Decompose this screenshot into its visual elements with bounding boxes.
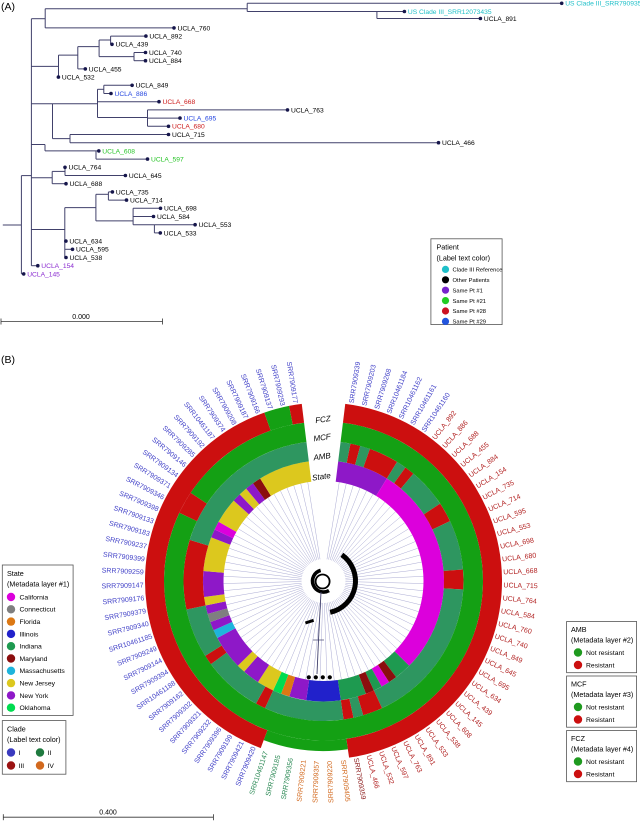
svg-text:Maryland: Maryland xyxy=(20,656,48,663)
svg-text:UCLA_764: UCLA_764 xyxy=(69,165,102,172)
svg-text:UCLA_764: UCLA_764 xyxy=(502,595,537,605)
svg-text:SRR7909405: SRR7909405 xyxy=(339,760,350,803)
svg-text:Oklahoma: Oklahoma xyxy=(20,705,51,712)
svg-text:UCLA_735: UCLA_735 xyxy=(116,189,149,196)
svg-text:(Metadata layer #3): (Metadata layer #3) xyxy=(571,690,633,699)
svg-text:SRR7909357: SRR7909357 xyxy=(312,761,321,803)
svg-text:(Metadata layer #1): (Metadata layer #1) xyxy=(7,580,69,589)
svg-text:UCLA_698: UCLA_698 xyxy=(164,206,197,213)
svg-text:UCLA_688: UCLA_688 xyxy=(70,181,103,188)
svg-text:MCF: MCF xyxy=(313,432,333,443)
svg-text:UCLA_884: UCLA_884 xyxy=(149,58,182,65)
svg-text:0.400: 0.400 xyxy=(99,810,117,817)
svg-text:UCLA_695: UCLA_695 xyxy=(184,116,217,123)
svg-text:Indiana: Indiana xyxy=(20,644,43,651)
svg-text:FCZ: FCZ xyxy=(315,414,333,425)
svg-text:0.000: 0.000 xyxy=(72,314,90,321)
svg-text:UCLA_145: UCLA_145 xyxy=(27,271,60,278)
svg-text:(A): (A) xyxy=(1,1,15,13)
svg-text:FCZ: FCZ xyxy=(571,734,586,743)
svg-text:Resistant: Resistant xyxy=(586,717,614,724)
svg-text:UCLA_597: UCLA_597 xyxy=(151,157,184,164)
svg-text:UCLA_532: UCLA_532 xyxy=(62,75,95,82)
svg-text:UCLA_466: UCLA_466 xyxy=(442,140,475,147)
svg-text:SRR7909259: SRR7909259 xyxy=(102,567,144,576)
svg-text:Same Pt #1: Same Pt #1 xyxy=(453,288,483,294)
svg-text:UCLA_645: UCLA_645 xyxy=(129,173,162,180)
svg-text:UCLA_668: UCLA_668 xyxy=(163,99,196,106)
svg-text:UCLA_680: UCLA_680 xyxy=(172,124,205,131)
svg-text:Florida: Florida xyxy=(20,619,41,626)
svg-text:I: I xyxy=(19,750,21,757)
svg-text:Illinois: Illinois xyxy=(20,631,39,638)
svg-text:UCLA_763: UCLA_763 xyxy=(291,107,324,114)
svg-text:MCF: MCF xyxy=(571,680,587,689)
svg-text:UCLA_154: UCLA_154 xyxy=(41,263,74,270)
svg-text:(Metadata layer #4): (Metadata layer #4) xyxy=(571,745,633,754)
svg-text:New Jersey: New Jersey xyxy=(20,681,56,688)
svg-text:Resistant: Resistant xyxy=(586,662,614,669)
svg-text:US Clade III_SRR12073435: US Clade III_SRR12073435 xyxy=(408,9,492,16)
svg-text:UCLA_760: UCLA_760 xyxy=(178,25,211,32)
svg-text:Other Patients: Other Patients xyxy=(453,278,490,284)
svg-text:SRR7909147: SRR7909147 xyxy=(101,582,143,590)
svg-text:UCLA_714: UCLA_714 xyxy=(130,198,163,205)
svg-text:Clade III Reference: Clade III Reference xyxy=(453,268,503,274)
svg-text:UCLA_595: UCLA_595 xyxy=(76,247,109,254)
svg-text:(Label text color): (Label text color) xyxy=(437,254,491,263)
svg-text:(B): (B) xyxy=(1,354,15,366)
svg-text:SRR7909220: SRR7909220 xyxy=(327,761,336,803)
svg-text:UCLA_886: UCLA_886 xyxy=(115,91,148,98)
svg-text:UCLA_715: UCLA_715 xyxy=(172,132,205,139)
svg-text:SRR7909176: SRR7909176 xyxy=(102,595,145,606)
svg-text:UCLA_740: UCLA_740 xyxy=(149,50,182,57)
svg-text:UCLA_891: UCLA_891 xyxy=(484,16,517,23)
svg-text:UCLA_608: UCLA_608 xyxy=(102,148,135,155)
svg-text:California: California xyxy=(20,594,49,601)
svg-text:US Clade III_SRR7909359: US Clade III_SRR7909359 xyxy=(565,1,640,8)
svg-text:UCLA_538: UCLA_538 xyxy=(70,255,103,262)
svg-text:IV: IV xyxy=(48,763,55,770)
svg-text:UCLA_584: UCLA_584 xyxy=(157,214,190,221)
svg-text:Same Pt #28: Same Pt #28 xyxy=(453,309,487,315)
svg-text:UCLA_680: UCLA_680 xyxy=(502,552,537,563)
svg-text:SRR7909399: SRR7909399 xyxy=(103,552,146,564)
svg-text:Same Pt #29: Same Pt #29 xyxy=(453,320,487,326)
svg-text:Same Pt #21: Same Pt #21 xyxy=(453,299,487,305)
svg-text:Not resistant: Not resistant xyxy=(586,704,624,711)
svg-text:Resistant: Resistant xyxy=(586,771,614,778)
svg-text:UCLA_849: UCLA_849 xyxy=(136,83,169,90)
svg-text:UCLA_439: UCLA_439 xyxy=(116,42,149,49)
svg-text:Not resistant: Not resistant xyxy=(586,759,624,766)
svg-text:UCLA_892: UCLA_892 xyxy=(149,34,182,41)
svg-text:Massachusetts: Massachusetts xyxy=(20,668,66,675)
svg-text:State: State xyxy=(7,569,24,578)
svg-text:III: III xyxy=(19,763,25,770)
svg-text:UCLA_553: UCLA_553 xyxy=(199,222,232,229)
svg-text:AMB: AMB xyxy=(312,451,332,463)
svg-text:UCLA_715: UCLA_715 xyxy=(503,582,538,590)
svg-text:AMB: AMB xyxy=(571,625,587,634)
svg-text:Not resistant: Not resistant xyxy=(586,650,624,657)
svg-text:New York: New York xyxy=(20,693,49,700)
svg-text:Clade: Clade xyxy=(7,725,26,734)
svg-text:State: State xyxy=(312,471,332,483)
svg-text:(Label text color): (Label text color) xyxy=(7,735,61,744)
svg-text:(Metadata layer #2): (Metadata layer #2) xyxy=(571,636,633,645)
svg-text:UCLA_533: UCLA_533 xyxy=(164,230,197,237)
svg-text:UCLA_455: UCLA_455 xyxy=(89,66,122,73)
svg-text:Patient: Patient xyxy=(437,243,459,252)
svg-text:UCLA_668: UCLA_668 xyxy=(503,568,538,577)
svg-text:II: II xyxy=(48,750,52,757)
svg-text:Connecticut: Connecticut xyxy=(20,607,56,614)
svg-text:SRR7909221: SRR7909221 xyxy=(296,760,307,803)
svg-text:UCLA_634: UCLA_634 xyxy=(69,239,102,246)
